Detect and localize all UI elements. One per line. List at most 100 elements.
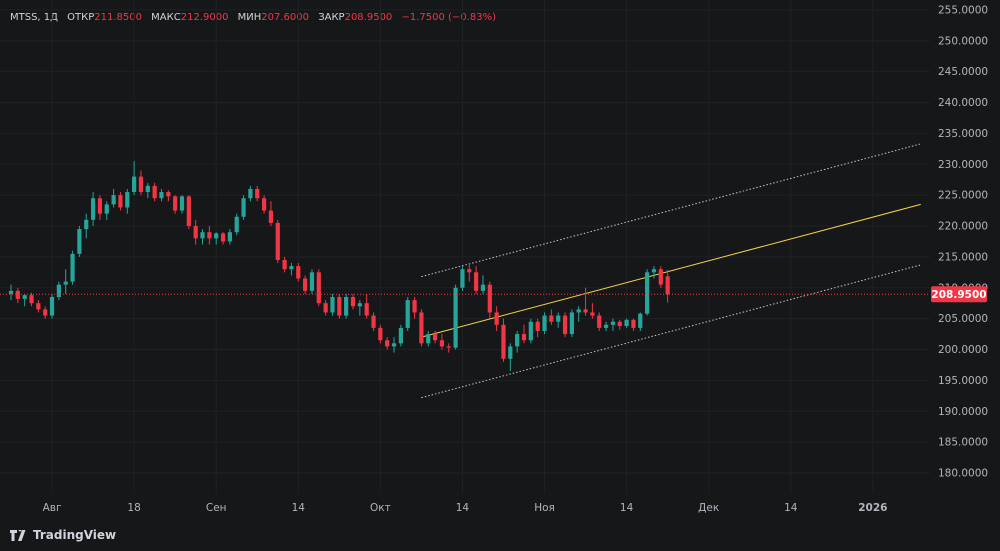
- candle: [528, 318, 533, 344]
- candle-body: [166, 192, 171, 197]
- candle: [631, 318, 636, 331]
- candle-body: [303, 278, 308, 291]
- candle-body: [480, 284, 486, 291]
- candle: [364, 293, 369, 319]
- candle-body: [193, 226, 198, 239]
- candle: [309, 269, 315, 294]
- candle: [179, 195, 185, 214]
- close-label: ЗАКР: [318, 12, 345, 23]
- candle-body: [97, 198, 103, 214]
- ohlc-legend: MTSS, 1Д ОТКР211.8500 МАКС212.9000 МИН20…: [10, 12, 502, 23]
- last-price-badge: 208.9500: [931, 286, 987, 303]
- candle-body: [152, 185, 157, 199]
- candle-body: [398, 327, 403, 344]
- candle-body: [357, 303, 362, 307]
- candle: [337, 293, 342, 319]
- time-axis[interactable]: Авг 18 Сен 14 Окт 14 Ноя 14 Дек 14 2026: [43, 502, 888, 514]
- candle-body: [36, 303, 41, 310]
- open-value: 211.8500: [94, 12, 142, 23]
- candle: [84, 213, 89, 239]
- candle-body: [467, 269, 472, 273]
- candle: [562, 312, 568, 338]
- price-tick-label: 240.0000: [938, 97, 988, 109]
- candle: [412, 297, 417, 319]
- symbol-interval[interactable]: MTSS, 1Д: [10, 12, 58, 23]
- candle: [22, 293, 27, 307]
- candle-body: [84, 219, 89, 230]
- candle: [494, 306, 499, 331]
- time-tick-label: Ноя: [534, 502, 555, 514]
- candle-body: [186, 196, 191, 227]
- price-tick-label: 235.0000: [938, 128, 988, 140]
- candle: [446, 343, 451, 353]
- candle: [186, 195, 191, 230]
- regression-channel[interactable]: [421, 143, 921, 399]
- candle: [487, 281, 492, 319]
- candle: [569, 309, 574, 338]
- candle-body: [521, 334, 527, 341]
- candle-body: [631, 319, 636, 328]
- candle: [220, 232, 226, 245]
- grid: [0, 0, 930, 494]
- price-tick-label: 195.0000: [938, 375, 988, 387]
- candle-body: [227, 232, 232, 242]
- candle-body: [289, 266, 294, 270]
- high-value: 212.9000: [180, 12, 229, 23]
- tradingview-logo-icon: [10, 529, 26, 541]
- tradingview-branding[interactable]: TradingView: [10, 528, 116, 542]
- candle: [453, 284, 458, 350]
- candle-body: [241, 198, 246, 217]
- candle-body: [207, 232, 212, 239]
- candle: [214, 232, 219, 245]
- candle: [378, 324, 383, 344]
- candle: [535, 318, 540, 338]
- candle-body: [282, 259, 287, 270]
- candle-body: [583, 309, 588, 313]
- candle-body: [132, 176, 137, 193]
- candle: [29, 292, 34, 307]
- candle: [159, 188, 164, 202]
- candlestick-chart[interactable]: 180.0000 185.0000 190.0000 195.0000 200.0000…: [0, 0, 1000, 520]
- price-tick-label: 205.0000: [938, 313, 988, 325]
- candle: [36, 300, 41, 313]
- candle-body: [419, 312, 424, 344]
- candle: [474, 266, 479, 294]
- candle: [248, 185, 253, 202]
- candle-body: [385, 340, 390, 347]
- candles: [8, 161, 670, 372]
- candle-body: [562, 315, 568, 335]
- candle: [480, 275, 486, 294]
- candle: [426, 330, 431, 347]
- candle-body: [268, 210, 274, 223]
- candle-body: [43, 309, 48, 316]
- candle: [542, 312, 547, 335]
- candle-body: [508, 346, 513, 359]
- candle-body: [542, 315, 547, 331]
- candle: [275, 219, 280, 264]
- candle-body: [665, 276, 670, 295]
- candle-body: [603, 324, 609, 328]
- candle: [521, 324, 527, 344]
- candle: [49, 293, 55, 319]
- candle: [583, 287, 588, 316]
- candle: [610, 318, 616, 331]
- candle-body: [658, 269, 663, 285]
- candle: [56, 281, 61, 301]
- time-tick-label: 14: [292, 502, 306, 514]
- candle-body: [501, 324, 506, 359]
- candle: [43, 306, 48, 319]
- candle: [125, 188, 130, 214]
- candle: [460, 266, 465, 291]
- candle: [385, 337, 390, 350]
- price-axis[interactable]: 180.0000 185.0000 190.0000 195.0000 200.0000…: [938, 4, 988, 479]
- candle: [207, 226, 212, 245]
- price-tick-label: 250.0000: [938, 35, 988, 47]
- candle-body: [426, 334, 431, 344]
- change-value: −1.7500 (−0.83%): [401, 12, 496, 23]
- candle-body: [535, 321, 540, 331]
- price-tick-label: 230.0000: [938, 159, 988, 171]
- candle: [77, 226, 82, 257]
- candle-body: [569, 312, 574, 335]
- candle-body: [70, 253, 75, 282]
- candle-body: [645, 272, 650, 314]
